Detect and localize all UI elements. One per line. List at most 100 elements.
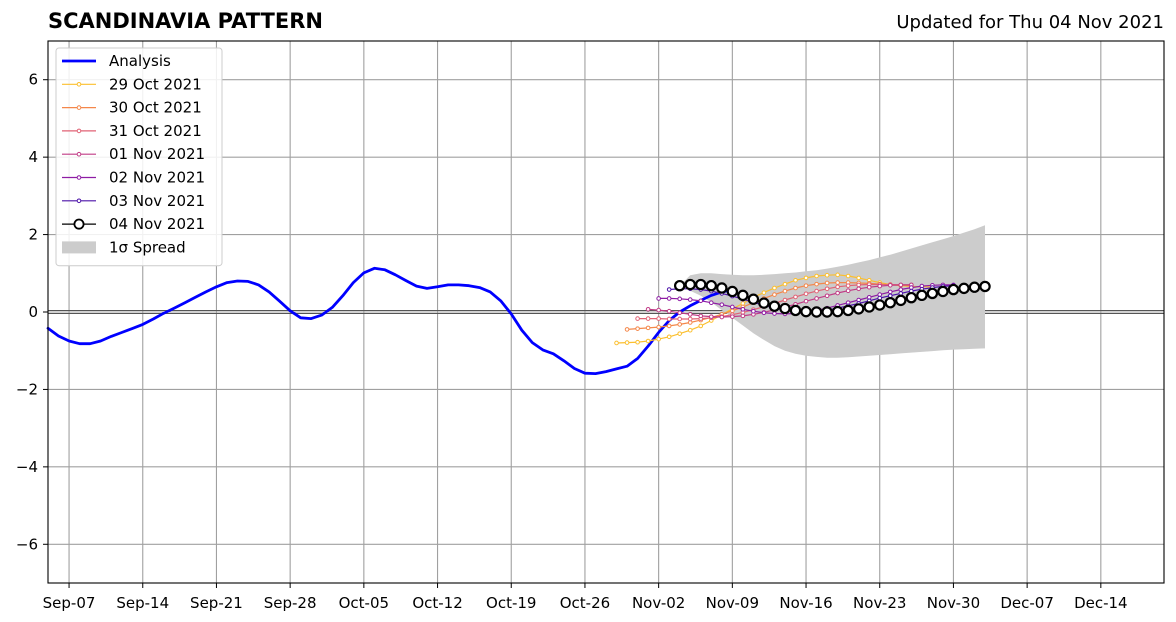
data-point — [779, 302, 791, 315]
legend-label: 03 Nov 2021 — [109, 192, 205, 210]
data-point — [684, 278, 696, 291]
legend-label: 04 Nov 2021 — [109, 215, 205, 233]
data-point — [708, 300, 714, 306]
data-point — [937, 285, 949, 298]
data-point — [614, 340, 619, 346]
data-point — [761, 310, 767, 316]
data-point — [926, 287, 939, 300]
data-point — [677, 296, 682, 302]
data-point — [803, 275, 809, 281]
data-point — [687, 312, 693, 317]
x-tick-label: Oct-05 — [339, 594, 389, 612]
data-point — [635, 316, 640, 321]
legend-label: 30 Oct 2021 — [109, 99, 202, 117]
data-point — [645, 306, 651, 312]
data-point — [698, 323, 704, 329]
data-point — [887, 293, 893, 299]
data-point — [698, 298, 704, 304]
x-tick-label: Nov-16 — [779, 594, 832, 612]
data-point — [863, 301, 875, 313]
data-point — [666, 316, 672, 322]
data-point — [677, 331, 682, 336]
data-point — [835, 280, 840, 285]
data-point — [898, 287, 904, 292]
x-tick-label: Nov-30 — [927, 594, 980, 612]
data-point — [656, 324, 661, 330]
data-point — [635, 326, 640, 331]
data-point — [895, 294, 907, 307]
legend-marker — [76, 105, 82, 110]
data-point — [898, 282, 904, 288]
data-point — [842, 304, 854, 317]
data-point — [835, 290, 840, 296]
data-point — [772, 292, 777, 297]
data-point — [645, 316, 651, 321]
x-tick-label: Sep-14 — [116, 594, 169, 612]
data-point — [916, 289, 928, 302]
x-tick-label: Sep-28 — [264, 594, 317, 612]
y-tick-label: −6 — [16, 535, 38, 553]
data-point — [803, 298, 809, 304]
data-point — [887, 289, 893, 295]
data-point — [677, 322, 682, 327]
data-point — [687, 316, 693, 322]
data-point — [737, 289, 749, 302]
spread-layer — [679, 225, 985, 358]
data-point — [793, 294, 798, 300]
x-tick-label: Nov-09 — [706, 594, 759, 612]
data-point — [947, 283, 960, 296]
x-tick-label: Nov-02 — [632, 594, 685, 612]
legend-label: Analysis — [109, 52, 171, 70]
x-tick-label: Oct-12 — [412, 594, 462, 612]
data-point — [687, 327, 693, 333]
data-point — [866, 284, 872, 290]
data-point — [695, 278, 707, 291]
legend-marker — [76, 128, 82, 134]
data-point — [772, 311, 777, 316]
legend-box — [55, 47, 223, 267]
data-point — [782, 297, 788, 303]
data-point — [740, 313, 746, 319]
y-tick-label: −2 — [16, 380, 38, 398]
legend-marker — [76, 151, 82, 157]
legend-marker — [76, 82, 82, 87]
data-point — [726, 285, 739, 298]
legend-marker — [73, 218, 85, 230]
axes: Sep-07 Sep-14 Sep-21 Sep-28 Oct-05 Oct-12 Oct-… — [16, 40, 1165, 612]
data-point — [845, 283, 851, 288]
data-point — [656, 307, 661, 313]
data-point — [793, 277, 798, 283]
data-point — [874, 299, 886, 311]
data-point — [803, 283, 809, 288]
data-point — [958, 282, 970, 295]
data-point — [877, 283, 883, 289]
data-point — [877, 295, 883, 301]
data-point — [666, 323, 672, 329]
data-point — [645, 325, 651, 331]
data-point — [666, 308, 672, 314]
data-point — [845, 273, 851, 279]
legend-label: 01 Nov 2021 — [109, 145, 205, 163]
data-point — [887, 282, 893, 288]
legend-label: 1σ Spread — [109, 238, 186, 256]
data-point — [821, 306, 833, 318]
data-point — [898, 291, 904, 296]
data-point — [814, 273, 819, 279]
data-point — [656, 336, 661, 342]
data-point — [800, 305, 812, 318]
data-point — [905, 291, 918, 304]
data-point — [782, 288, 788, 294]
x-tick-label: Nov-23 — [853, 594, 906, 612]
data-point — [677, 310, 682, 316]
x-tick-label: Dec-14 — [1074, 594, 1128, 612]
data-point — [979, 280, 991, 293]
series-line — [626, 282, 912, 330]
y-tick-label: 2 — [28, 226, 38, 244]
y-tick-label: −4 — [16, 458, 38, 476]
x-tick-label: Dec-07 — [1000, 594, 1054, 612]
data-point — [673, 279, 686, 292]
data-point — [666, 334, 672, 340]
legend-label: 29 Oct 2021 — [109, 75, 202, 93]
data-point — [789, 304, 802, 317]
